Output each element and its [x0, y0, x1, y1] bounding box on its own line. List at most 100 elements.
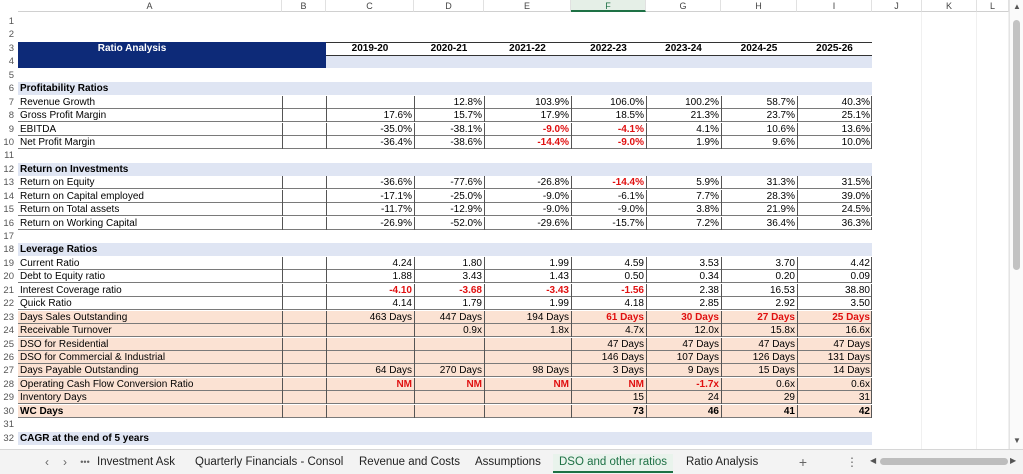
table-cell[interactable]: 1.88 — [326, 270, 414, 283]
table-cell[interactable]: 2.38 — [646, 284, 721, 297]
table-cell[interactable]: 10.6% — [721, 123, 797, 136]
table-cell[interactable]: -4.1% — [571, 123, 646, 136]
table-cell[interactable]: 107 Days — [646, 351, 721, 364]
row-number[interactable]: 6 — [8, 83, 14, 94]
row-number[interactable]: 24 — [3, 325, 14, 336]
table-cell[interactable]: -1.7x — [646, 378, 721, 391]
column-header-h[interactable]: H — [721, 0, 797, 12]
table-cell[interactable] — [326, 405, 414, 418]
table-cell[interactable]: 194 Days — [484, 311, 571, 324]
table-cell[interactable] — [414, 405, 484, 418]
table-cell[interactable]: -77.6% — [414, 176, 484, 189]
table-cell[interactable]: 25 Days — [797, 311, 872, 324]
table-cell[interactable] — [326, 96, 414, 109]
tab-investment-ask[interactable]: Investment Ask — [97, 456, 175, 468]
table-cell[interactable]: 106.0% — [571, 96, 646, 109]
table-cell[interactable] — [414, 351, 484, 364]
table-cell[interactable]: 27 Days — [721, 311, 797, 324]
table-cell[interactable]: 47 Days — [797, 338, 872, 351]
row-number[interactable]: 5 — [8, 70, 14, 81]
table-cell[interactable]: -9.0% — [571, 136, 646, 149]
column-header-k[interactable]: K — [922, 0, 977, 12]
table-cell[interactable]: 270 Days — [414, 364, 484, 377]
table-cell[interactable]: -4.10 — [326, 284, 414, 297]
table-cell[interactable] — [484, 338, 571, 351]
table-cell[interactable]: 447 Days — [414, 311, 484, 324]
table-cell[interactable]: 29 — [721, 391, 797, 404]
table-cell[interactable] — [484, 391, 571, 404]
table-cell[interactable]: 47 Days — [721, 338, 797, 351]
hscroll-left-arrow-icon[interactable]: ◀ — [870, 456, 877, 465]
row-number[interactable]: 17 — [3, 231, 14, 242]
table-cell[interactable]: NM — [326, 378, 414, 391]
table-cell[interactable]: 2.92 — [721, 297, 797, 310]
column-header-d[interactable]: D — [414, 0, 484, 12]
table-cell[interactable]: 24 — [646, 391, 721, 404]
table-cell[interactable]: 15 — [571, 391, 646, 404]
table-cell[interactable]: -17.1% — [326, 190, 414, 203]
hscroll-right-arrow-icon[interactable]: ▶ — [1010, 456, 1017, 465]
row-number[interactable]: 8 — [8, 110, 14, 121]
table-cell[interactable]: 1.8x — [484, 324, 571, 337]
table-row[interactable] — [18, 351, 872, 364]
table-row[interactable] — [18, 364, 872, 377]
table-cell[interactable]: -35.0% — [326, 123, 414, 136]
tab-scroll-left-icon[interactable]: ‹ — [45, 455, 49, 469]
table-cell[interactable]: 17.6% — [326, 109, 414, 122]
table-cell[interactable]: -25.0% — [414, 190, 484, 203]
row-number[interactable]: 29 — [3, 392, 14, 403]
tab-dso-and-other-ratios[interactable]: DSO and other ratios — [553, 454, 674, 473]
table-cell[interactable]: 1.99 — [484, 297, 571, 310]
table-cell[interactable]: 12.0x — [646, 324, 721, 337]
table-row[interactable] — [18, 405, 872, 418]
table-cell[interactable]: 7.7% — [646, 190, 721, 203]
table-cell[interactable]: -36.6% — [326, 176, 414, 189]
vertical-scroll-thumb[interactable] — [1013, 20, 1020, 270]
table-cell[interactable]: 3.43 — [414, 270, 484, 283]
table-cell[interactable] — [414, 391, 484, 404]
table-cell[interactable] — [414, 338, 484, 351]
table-row[interactable] — [18, 96, 872, 109]
table-cell[interactable]: 31 — [797, 391, 872, 404]
tab-quarterly-financials-consol[interactable]: Quarterly Financials - Consol — [195, 456, 344, 468]
column-header-a[interactable]: A — [18, 0, 282, 12]
row-number[interactable]: 26 — [3, 352, 14, 363]
row-number[interactable]: 10 — [3, 137, 14, 148]
table-cell[interactable]: 0.20 — [721, 270, 797, 283]
table-row[interactable] — [18, 109, 872, 122]
table-cell[interactable]: 4.7x — [571, 324, 646, 337]
table-cell[interactable]: -3.43 — [484, 284, 571, 297]
table-cell[interactable]: -38.1% — [414, 123, 484, 136]
table-cell[interactable]: 7.2% — [646, 217, 721, 230]
row-number[interactable]: 13 — [3, 177, 14, 188]
tab-assumptions[interactable]: Assumptions — [475, 456, 541, 468]
table-row[interactable] — [18, 190, 872, 203]
table-cell[interactable]: 0.50 — [571, 270, 646, 283]
table-cell[interactable]: 24.5% — [797, 203, 872, 216]
table-cell[interactable]: 21.9% — [721, 203, 797, 216]
row-number[interactable]: 2 — [8, 29, 14, 40]
tab-ratio-analysis[interactable]: Ratio Analysis — [686, 456, 759, 468]
table-cell[interactable]: 3 Days — [571, 364, 646, 377]
table-cell[interactable]: 3.70 — [721, 257, 797, 270]
table-cell[interactable]: -15.7% — [571, 217, 646, 230]
row-number[interactable]: 7 — [8, 97, 14, 108]
table-row[interactable] — [18, 297, 872, 310]
table-cell[interactable]: -26.9% — [326, 217, 414, 230]
table-cell[interactable]: 58.7% — [721, 96, 797, 109]
table-cell[interactable]: 4.18 — [571, 297, 646, 310]
table-row[interactable] — [18, 123, 872, 136]
table-row[interactable] — [18, 391, 872, 404]
table-cell[interactable]: 61 Days — [571, 311, 646, 324]
table-cell[interactable]: 16.53 — [721, 284, 797, 297]
table-cell[interactable]: 9.6% — [721, 136, 797, 149]
table-cell[interactable] — [484, 405, 571, 418]
table-cell[interactable]: -14.4% — [484, 136, 571, 149]
table-cell[interactable]: 25.1% — [797, 109, 872, 122]
table-cell[interactable]: NM — [414, 378, 484, 391]
row-number[interactable]: 27 — [3, 365, 14, 376]
row-number[interactable]: 1 — [8, 16, 14, 27]
table-cell[interactable]: 0.34 — [646, 270, 721, 283]
scroll-up-arrow-icon[interactable]: ▲ — [1013, 2, 1021, 11]
row-number[interactable]: 16 — [3, 218, 14, 229]
